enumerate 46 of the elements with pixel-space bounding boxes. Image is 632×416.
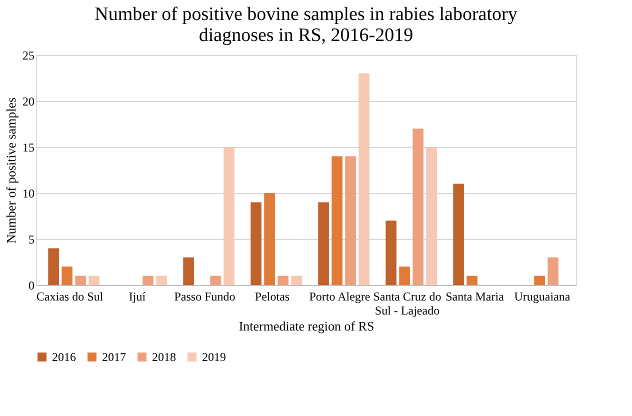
bar — [534, 276, 545, 285]
bar — [399, 266, 410, 285]
bar — [426, 147, 437, 285]
legend-label: 2018 — [152, 350, 176, 364]
x-tick-label: Ijuí — [128, 290, 146, 304]
y-axis-title: Number of positive samples — [4, 97, 18, 244]
bar — [210, 276, 221, 285]
legend-label: 2019 — [202, 350, 226, 364]
x-tick-label: Passo Fundo — [174, 290, 236, 304]
y-tick-label: 20 — [22, 94, 34, 108]
y-tick-label: 25 — [22, 48, 34, 62]
x-tick-label: Santa Cruz do Sul - Lajeado — [373, 290, 442, 318]
chart-title: Number of positive bovine samples in rabies laboratory diagnoses in RS, 2016-2019 — [94, 4, 518, 46]
legend-label: 2016 — [52, 350, 76, 364]
bar — [291, 276, 302, 285]
bar — [318, 202, 329, 285]
legend-label: 2017 — [102, 350, 126, 364]
y-tick-label: 10 — [22, 186, 34, 200]
y-tick-label: 5 — [28, 232, 34, 246]
bar — [183, 257, 194, 285]
bar — [88, 276, 100, 285]
x-tick-label: Caxias do Sul — [36, 290, 104, 304]
bar — [386, 220, 396, 285]
bar — [453, 184, 464, 285]
bar — [358, 73, 370, 285]
x-tick-label: Pelotas — [254, 290, 290, 304]
bar — [264, 193, 275, 285]
bar — [332, 156, 342, 285]
y-tick-label: 0 — [28, 278, 34, 292]
bar — [62, 266, 72, 285]
bar — [224, 147, 234, 285]
bar — [548, 257, 558, 285]
bar — [75, 276, 86, 285]
bar — [466, 276, 478, 285]
x-axis-title: Intermediate region of RS — [238, 318, 374, 334]
x-tick-label: Uruguaiana — [514, 290, 571, 304]
bar — [48, 248, 59, 285]
bar — [345, 156, 356, 285]
y-tick-label: 15 — [22, 140, 34, 154]
bar — [142, 276, 154, 285]
bar — [250, 202, 262, 285]
x-tick-label: Santa Maria — [446, 290, 505, 304]
x-tick-label: Porto Alegre — [309, 290, 370, 304]
bar — [412, 128, 424, 285]
bar — [156, 276, 167, 285]
bar — [278, 276, 288, 285]
